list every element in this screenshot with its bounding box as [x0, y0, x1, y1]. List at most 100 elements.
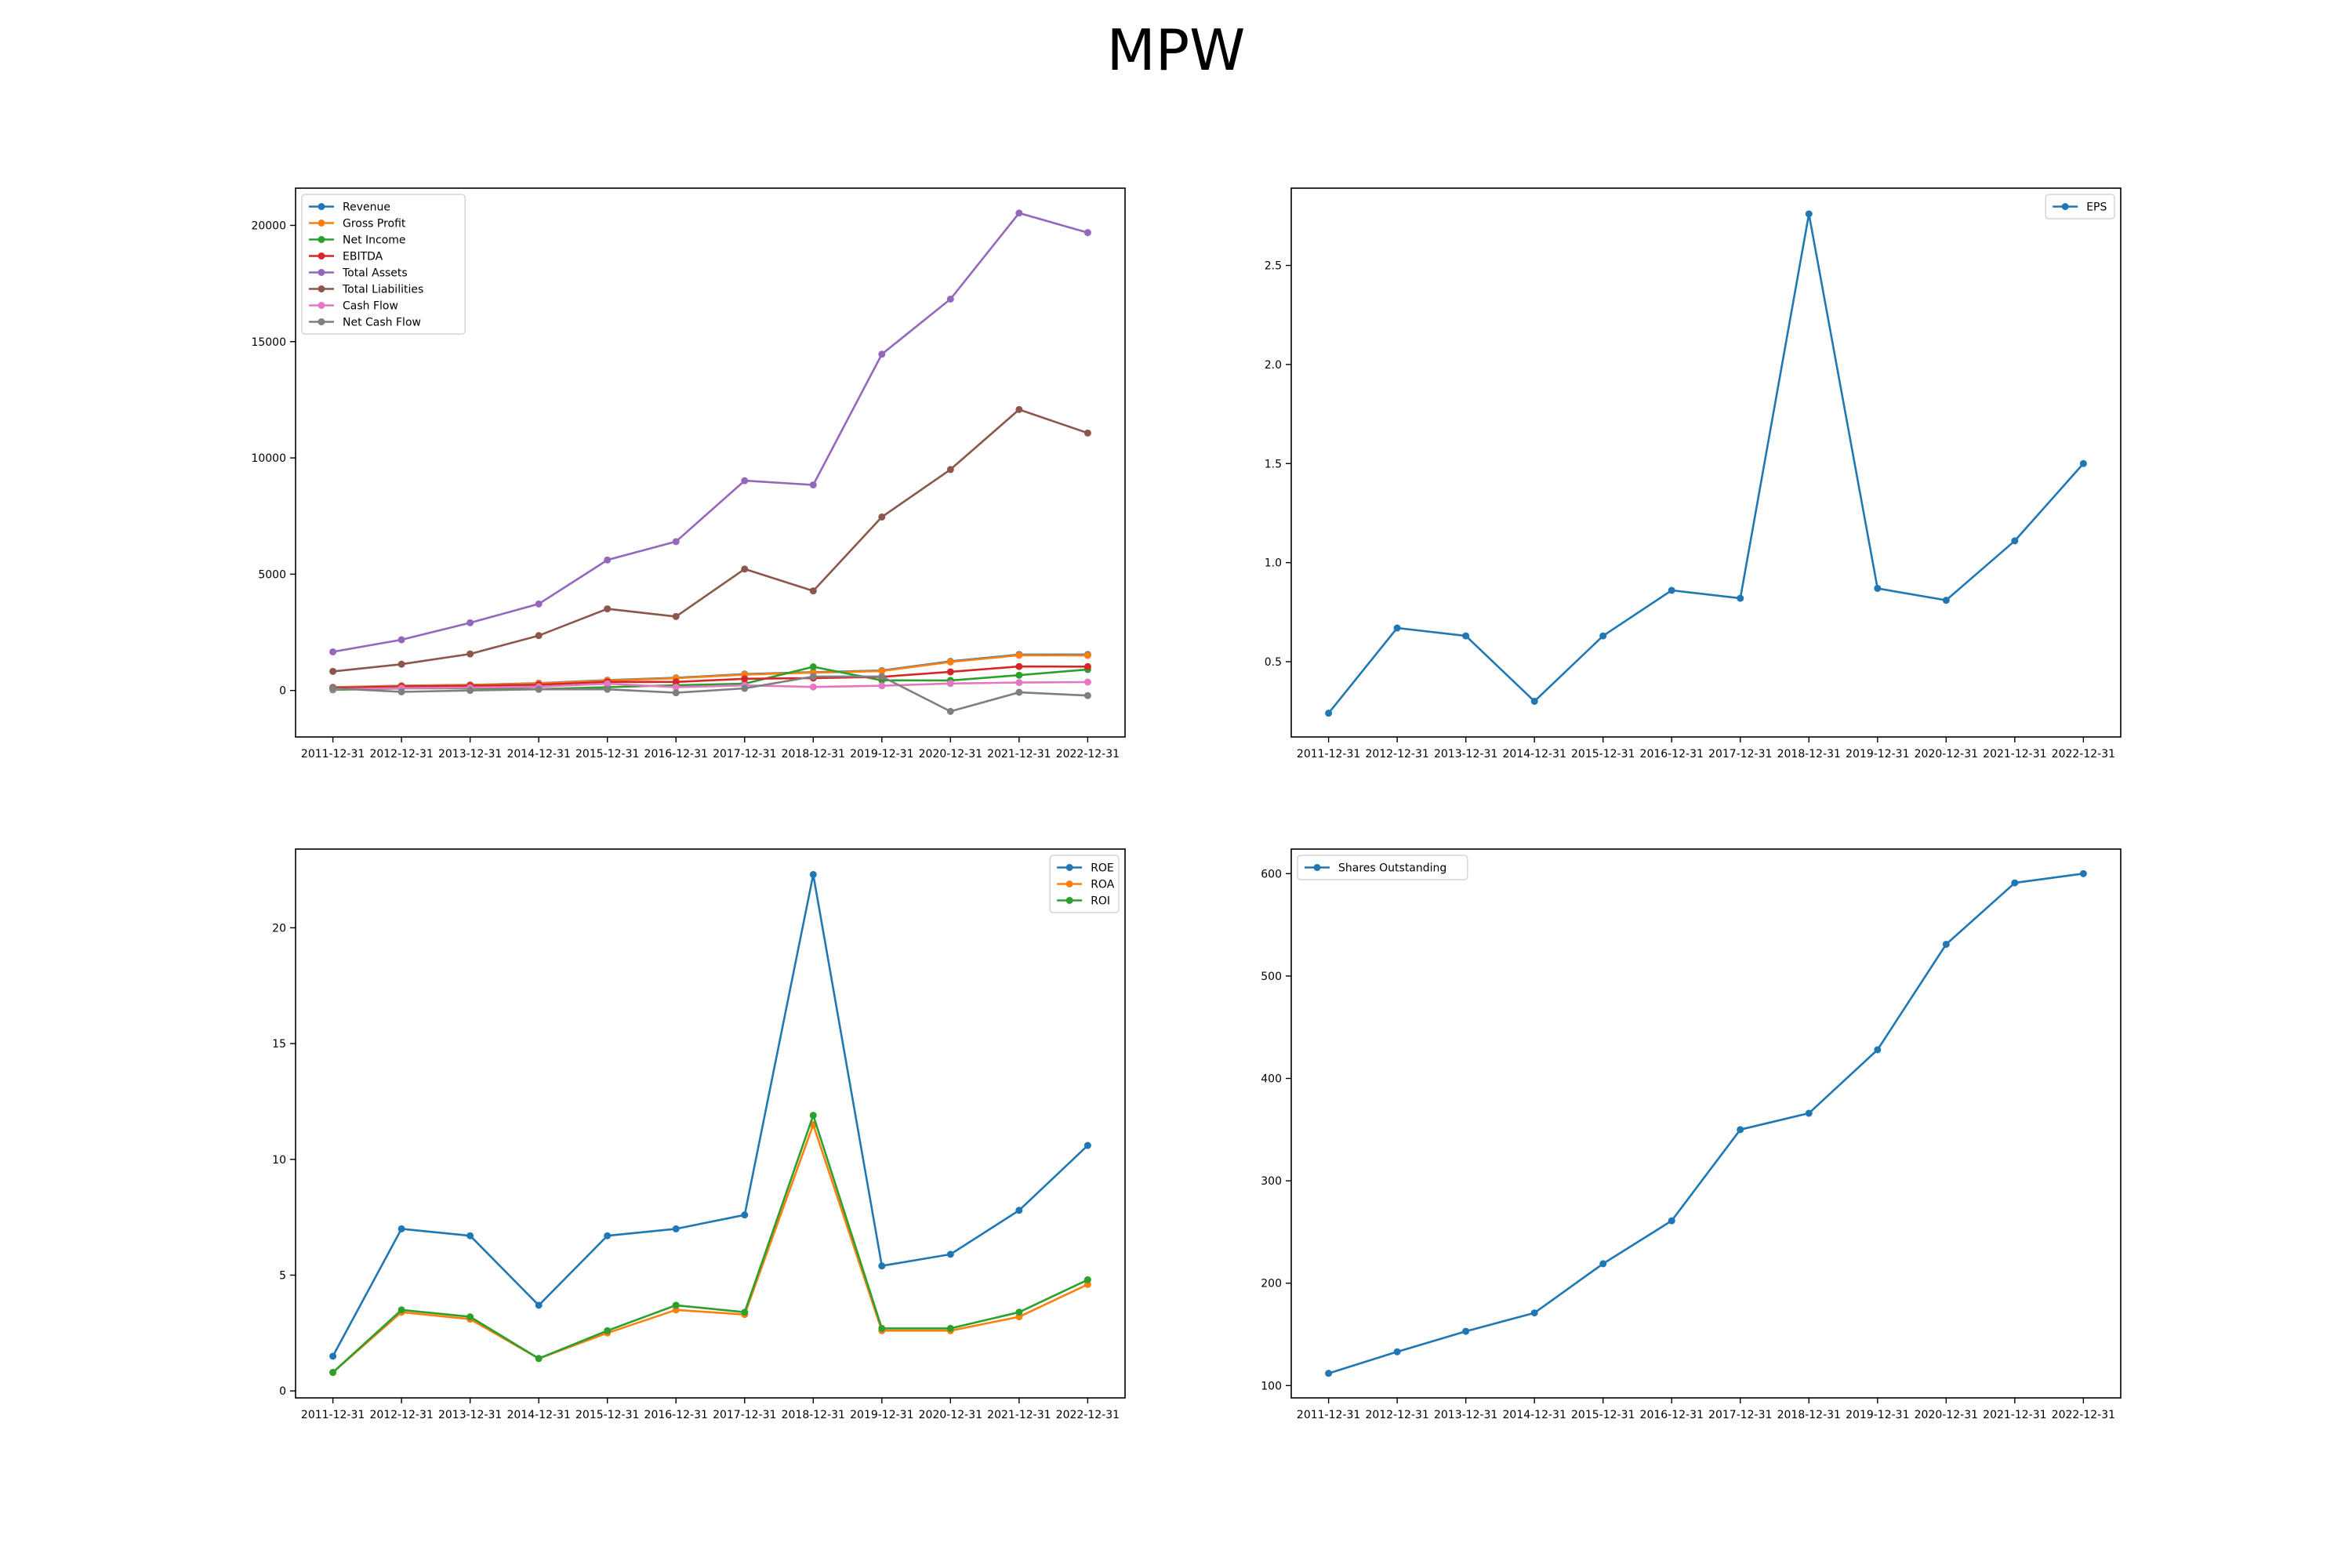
x-tick-label: 2019-12-31: [850, 1409, 913, 1421]
y-tick-label: 100: [1261, 1380, 1282, 1392]
data-point: [329, 1352, 337, 1360]
legend: Shares Outstanding: [1297, 855, 1468, 880]
data-point: [1083, 1142, 1091, 1149]
data-point: [329, 648, 337, 655]
data-point: [1083, 678, 1091, 686]
data-point: [1462, 1327, 1470, 1335]
data-point: [535, 600, 543, 608]
data-point: [741, 1211, 749, 1219]
x-tick-label: 2018-12-31: [782, 748, 845, 760]
x-tick-label: 2019-12-31: [1846, 748, 1909, 760]
y-tick-label: 20: [272, 922, 286, 935]
data-point: [1083, 652, 1091, 659]
data-point: [946, 680, 954, 688]
data-point: [1015, 1308, 1023, 1316]
x-tick-label: 2020-12-31: [1915, 1409, 1978, 1421]
data-point: [397, 688, 405, 695]
x-tick-label: 2011-12-31: [301, 748, 365, 760]
data-point: [329, 1369, 337, 1377]
y-tick-label: 1.5: [1265, 458, 1282, 470]
y-tick-label: 15: [272, 1038, 286, 1051]
data-point: [604, 556, 612, 564]
x-tick-label: 2011-12-31: [1297, 1409, 1360, 1421]
data-point: [1737, 1126, 1744, 1134]
x-tick-label: 2022-12-31: [2052, 1409, 2115, 1421]
series-line: [332, 212, 1088, 653]
data-point: [946, 658, 954, 666]
y-tick-label: 10: [272, 1154, 286, 1167]
data-point: [1015, 662, 1023, 670]
x-tick-label: 2014-12-31: [1502, 748, 1566, 760]
data-point: [1015, 679, 1023, 687]
legend-marker: [318, 318, 325, 325]
y-tick-label: 5: [279, 1269, 286, 1282]
x-tick-label: 2021-12-31: [1983, 748, 2046, 760]
legend-marker: [318, 236, 325, 243]
legend-marker: [318, 269, 325, 276]
legend-label: Gross Profit: [343, 218, 406, 230]
data-point: [535, 1355, 543, 1363]
x-tick-label: 2020-12-31: [1915, 748, 1978, 760]
x-tick-label: 2011-12-31: [1297, 748, 1360, 760]
data-point: [1668, 586, 1675, 594]
y-tick-label: 600: [1261, 868, 1282, 880]
data-point: [1325, 710, 1333, 717]
y-tick-label: 1.0: [1265, 557, 1282, 570]
x-tick-label: 2016-12-31: [1640, 1409, 1704, 1421]
data-point: [1083, 429, 1091, 437]
data-point: [741, 477, 749, 485]
data-point: [397, 1225, 405, 1232]
x-tick-label: 2016-12-31: [644, 1409, 708, 1421]
data-point: [1015, 209, 1023, 217]
legend-marker: [2061, 203, 2069, 210]
y-tick-label: 200: [1261, 1278, 1282, 1290]
y-tick-label: 0.5: [1265, 656, 1282, 669]
data-point: [329, 667, 337, 675]
series-line: [332, 1114, 1088, 1374]
x-tick-label: 2019-12-31: [1846, 1409, 1909, 1421]
x-tick-label: 2022-12-31: [2052, 748, 2115, 760]
x-tick-label: 2020-12-31: [919, 748, 982, 760]
x-tick-label: 2013-12-31: [438, 1409, 502, 1421]
data-point: [1599, 632, 1607, 640]
x-tick-label: 2014-12-31: [506, 1409, 570, 1421]
legend-label: Total Assets: [342, 267, 408, 280]
data-point: [2011, 537, 2019, 545]
data-point: [878, 1262, 886, 1270]
data-point: [809, 663, 817, 671]
x-tick-label: 2016-12-31: [644, 748, 708, 760]
data-point: [535, 685, 543, 693]
x-tick-label: 2012-12-31: [1365, 1409, 1428, 1421]
x-tick-label: 2021-12-31: [1983, 1409, 2046, 1421]
x-tick-label: 2022-12-31: [1056, 748, 1120, 760]
data-point: [535, 632, 543, 640]
data-point: [672, 1301, 680, 1309]
data-point: [2011, 879, 2019, 887]
series-line: [332, 873, 1089, 1357]
y-tick-label: 0: [279, 1385, 286, 1398]
data-point: [741, 675, 749, 683]
x-tick-label: 2015-12-31: [1571, 748, 1635, 760]
data-point: [878, 1324, 886, 1332]
legend-frame: [1297, 855, 1468, 880]
data-point: [741, 684, 749, 692]
data-point: [672, 612, 680, 620]
legend-label: Net Cash Flow: [343, 317, 421, 329]
data-point: [1015, 688, 1023, 696]
legend-label: ROE: [1091, 862, 1114, 875]
data-point: [1942, 940, 1950, 948]
legend-marker: [1313, 864, 1321, 871]
data-point: [946, 1250, 954, 1258]
data-point: [1015, 652, 1023, 659]
data-point: [741, 1308, 749, 1316]
data-point: [466, 1232, 474, 1240]
data-point: [1393, 1348, 1401, 1356]
data-point: [672, 678, 680, 686]
legend-label: EPS: [2086, 201, 2107, 214]
data-point: [809, 587, 817, 595]
series-line: [332, 1123, 1088, 1374]
x-tick-label: 2017-12-31: [1708, 748, 1772, 760]
series-line: [332, 681, 1088, 691]
x-tick-label: 2018-12-31: [1777, 748, 1841, 760]
data-point: [604, 605, 612, 613]
